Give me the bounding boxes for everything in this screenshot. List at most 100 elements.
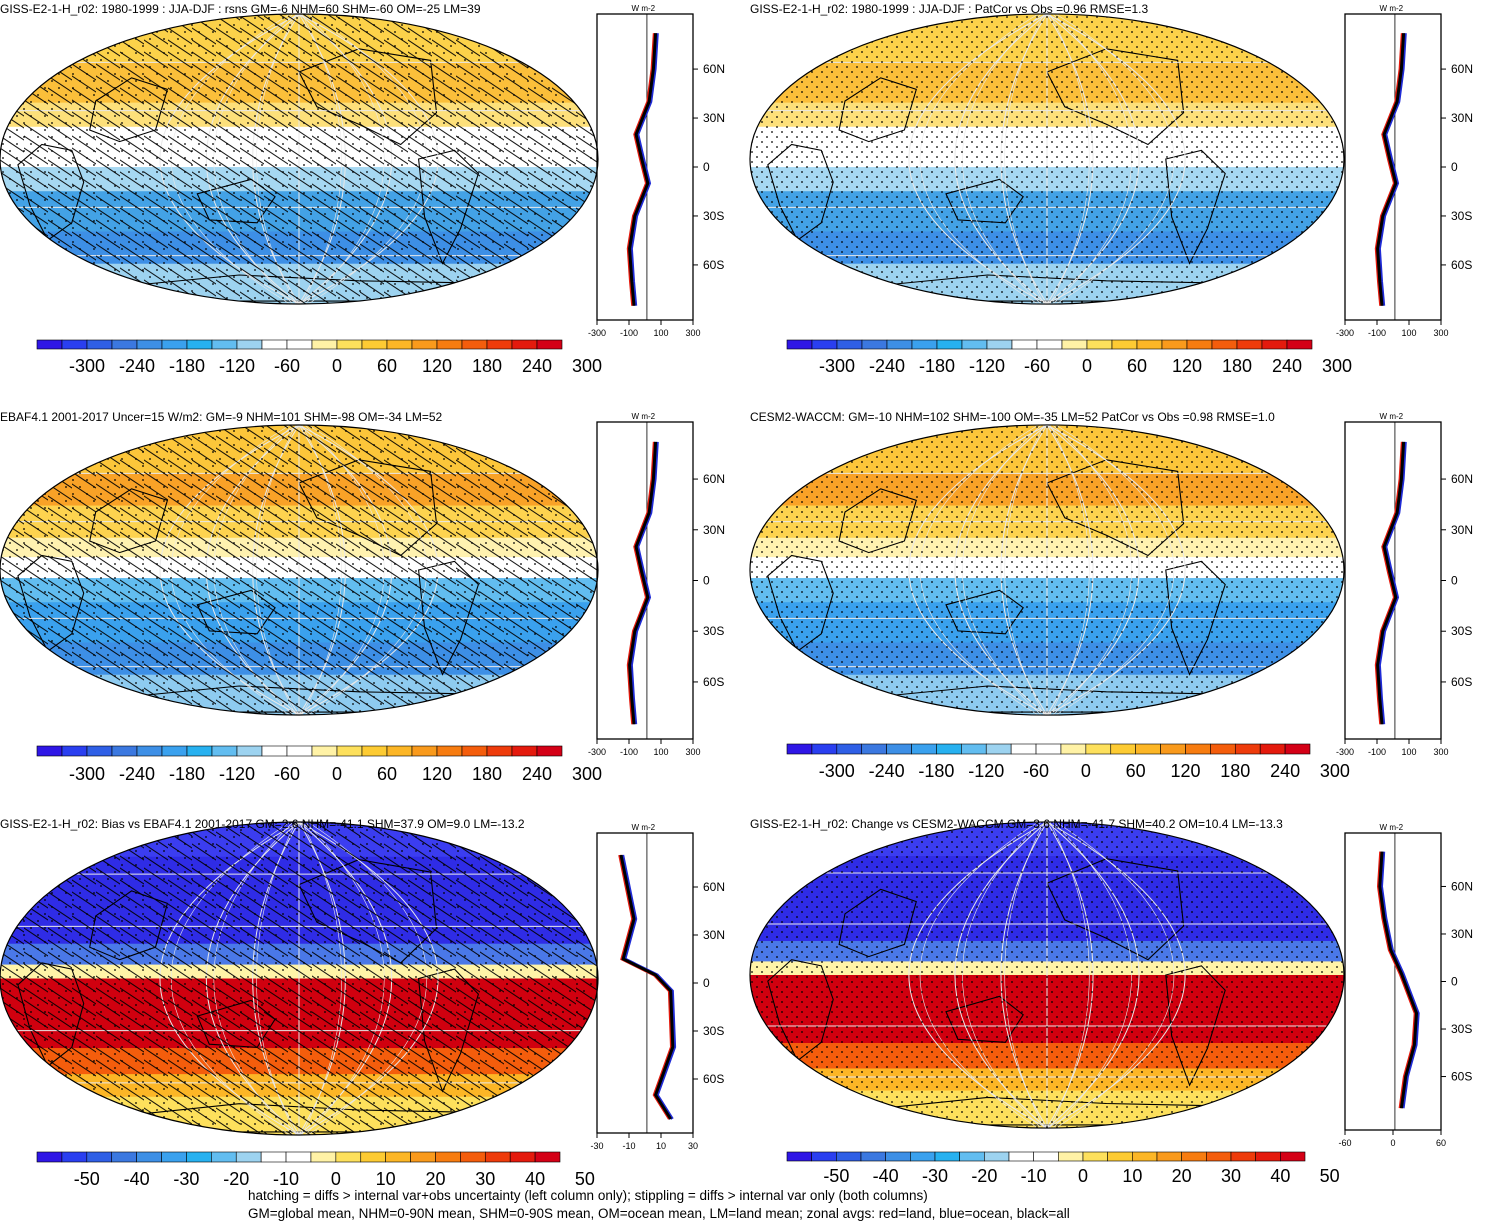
colorbar-tick-label: 60 (1126, 761, 1146, 781)
lat-tick-label: 30S (1451, 624, 1472, 638)
colorbar-tick-label: 120 (422, 764, 452, 784)
footnote-hatching: hatching = diffs > internal var+obs unce… (248, 1188, 928, 1203)
panel-title-3: EBAF4.1 2001-2017 Uncer=15 W/m2: GM=-9 N… (0, 410, 443, 424)
colorbar-tick-label: 20 (425, 1169, 445, 1189)
colorbar-tick-label: 0 (1082, 356, 1092, 376)
profile-curve (1379, 851, 1420, 1109)
colorbar-tick-label: -300 (69, 356, 105, 376)
colorbar-5: -50 -40 -30 -20 -10 0 10 20 30 40 50 (36, 1151, 595, 1189)
robinson-map-3 (0, 424, 599, 716)
colorbar-tick-label: -120 (219, 764, 255, 784)
colorbar-tick-label: -30 (922, 1166, 948, 1186)
colorbar-tick-label: -120 (219, 356, 255, 376)
colorbar-tick-label: 240 (522, 356, 552, 376)
colorbar-tick-label: -20 (223, 1169, 249, 1189)
lat-tick-label: 60N (1451, 472, 1473, 486)
colorbar-3: -300 -240 -180 -120 -60 0 60 120 180 240 300 (36, 745, 602, 784)
colorbar-tick-label: 120 (1170, 761, 1200, 781)
lat-tick-label: 30N (703, 111, 725, 125)
profile-x-tick-label: 300 (685, 747, 700, 757)
colorbar-tick-label: -300 (69, 764, 105, 784)
colorbar-tick-label: 60 (1127, 356, 1147, 376)
profile-curve (1377, 441, 1407, 725)
zonal-profile-5: W m-2 60N 30N 0 30S 60S -30 -10 10 30 (590, 823, 725, 1151)
colorbar-tick-label: -240 (869, 356, 905, 376)
colorbar-tick-label: 60 (377, 764, 397, 784)
zonal-profile-3: W m-2 60N 30N 0 30S 60S -300 -100 100 300 (588, 412, 725, 757)
lat-tick-label: 60S (703, 675, 724, 689)
colorbar-tick-label: 240 (1272, 356, 1302, 376)
profile-curve (628, 441, 658, 725)
colorbar-tick-label: -120 (969, 356, 1005, 376)
colorbar-tick-label: -180 (169, 764, 205, 784)
profile-x-tick-label: 300 (1433, 328, 1448, 338)
colorbar-tick-label: 180 (1222, 356, 1252, 376)
profile-x-tick-label: -100 (620, 328, 638, 338)
colorbar-tick-label: 50 (575, 1169, 595, 1189)
profile-x-tick-label: 300 (685, 328, 700, 338)
colorbar-tick-label: 300 (1322, 356, 1352, 376)
profile-x-tick-label: 100 (653, 328, 668, 338)
colorbar-tick-label: 40 (525, 1169, 545, 1189)
zonal-profile-1: W m-2 60N 30N 0 30S 60S -300 -100 100 300 (588, 4, 725, 338)
panel-title-4: CESM2-WACCM: GM=-10 NHM=102 SHM=-100 OM=… (750, 410, 1275, 424)
profile-curve (629, 441, 659, 725)
profile-curve (629, 33, 659, 306)
colorbar-tick-label: -60 (1024, 356, 1050, 376)
lat-tick-label: 0 (703, 976, 710, 990)
footnote-legend: GM=global mean, NHM=0-90N mean, SHM=0-90… (248, 1206, 1070, 1221)
profile-curve (1376, 441, 1406, 725)
lat-tick-label: 30S (1451, 209, 1472, 223)
profile-unit: W m-2 (632, 823, 656, 832)
colorbar-tick-label: -50 (823, 1166, 849, 1186)
profile-x-tick-label: 100 (653, 747, 668, 757)
lat-tick-label: 0 (1451, 160, 1458, 174)
colorbar-tick-label: -20 (971, 1166, 997, 1186)
panel-title-5: GISS-E2-1-H_r02: Bias vs EBAF4.1 2001-20… (0, 817, 525, 831)
lat-tick-label: 60S (1451, 258, 1472, 272)
colorbar-tick-label: -120 (968, 761, 1004, 781)
lat-tick-label: 30N (1451, 927, 1473, 941)
colorbar-tick-label: 120 (1172, 356, 1202, 376)
colorbar-tick-label: -180 (918, 761, 954, 781)
colorbar-tick-label: -300 (819, 761, 855, 781)
panel-title-2: GISS-E2-1-H_r02: 1980-1999 : JJA-DJF : P… (750, 2, 1149, 16)
lat-tick-label: 60S (703, 1072, 724, 1086)
profile-unit: W m-2 (1380, 412, 1404, 421)
robinson-map-6 (749, 821, 1345, 1129)
zonal-profile-2: W m-2 60N 30N 0 30S 60S -300 -100 100 300 (1336, 4, 1473, 338)
lat-tick-label: 60S (1451, 675, 1472, 689)
profile-x-tick-label: -60 (1338, 1138, 1351, 1148)
lat-tick-label: 30N (1451, 111, 1473, 125)
profile-x-tick-label: 100 (1401, 747, 1416, 757)
colorbar-tick-label: -10 (1021, 1166, 1047, 1186)
profile-x-tick-label: 10 (656, 1141, 666, 1151)
profile-unit: W m-2 (1380, 823, 1404, 832)
colorbar-tick-label: -10 (273, 1169, 299, 1189)
profile-x-tick-label: -300 (1336, 747, 1354, 757)
lat-tick-label: 30S (703, 1024, 724, 1038)
colorbar-tick-label: 10 (376, 1169, 396, 1189)
colorbar-tick-label: 20 (1172, 1166, 1192, 1186)
profile-x-tick-label: -100 (1368, 747, 1386, 757)
lat-tick-label: 0 (1451, 574, 1458, 588)
profile-curve (1377, 33, 1407, 306)
colorbar-tick-label: -60 (274, 356, 300, 376)
profile-x-tick-label: -10 (622, 1141, 635, 1151)
colorbar-tick-label: 40 (1270, 1166, 1290, 1186)
lat-tick-label: 30S (703, 624, 724, 638)
profile-x-tick-label: 300 (1433, 747, 1448, 757)
colorbar-tick-label: -50 (74, 1169, 100, 1189)
colorbar-tick-label: -180 (169, 356, 205, 376)
profile-x-tick-label: 0 (1390, 1138, 1395, 1148)
robinson-map-4 (749, 424, 1345, 716)
panel-title-1: GISS-E2-1-H_r02: 1980-1999 : JJA-DJF : r… (0, 2, 481, 16)
profile-x-tick-label: -300 (1336, 328, 1354, 338)
profile-curve (619, 854, 675, 1120)
profile-unit: W m-2 (1380, 4, 1404, 13)
profile-x-tick-label: -300 (588, 747, 606, 757)
colorbar-tick-label: 300 (572, 356, 602, 376)
lat-tick-label: 60N (703, 472, 725, 486)
